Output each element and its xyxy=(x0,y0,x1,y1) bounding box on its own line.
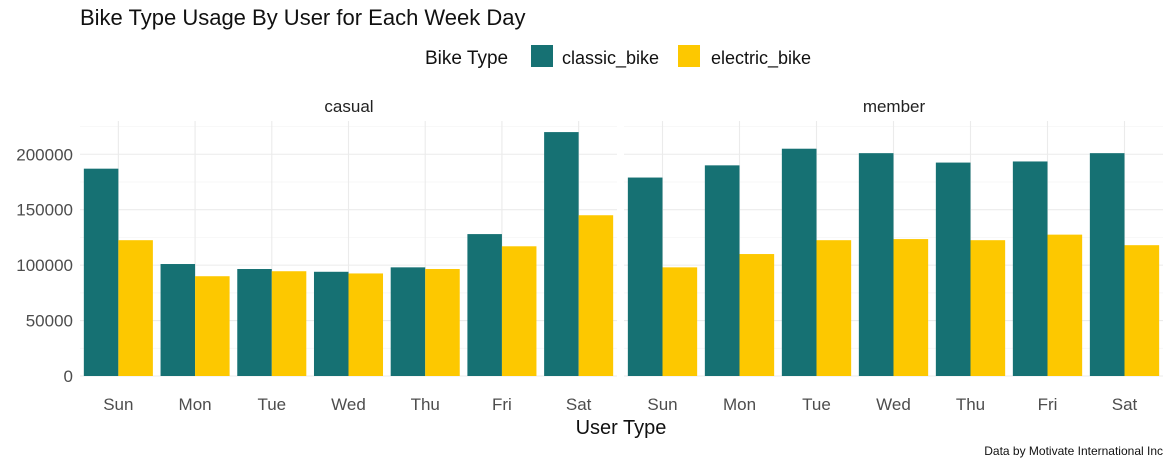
bars xyxy=(83,132,1160,376)
legend-label-electric-bike: electric_bike xyxy=(711,48,811,69)
x-tick-label-member-sun: Sun xyxy=(647,395,677,414)
legend-label-classic-bike: classic_bike xyxy=(562,48,659,69)
bar-casual-fri-electric-bike xyxy=(501,246,537,376)
x-tick-label-member-wed: Wed xyxy=(876,395,911,414)
x-tick-label-casual-tue: Tue xyxy=(257,395,286,414)
bar-casual-fri-classic-bike xyxy=(467,234,502,376)
x-tick-label-casual-mon: Mon xyxy=(179,395,212,414)
x-tick-label-member-thu: Thu xyxy=(956,395,985,414)
x-tick-label-member-sat: Sat xyxy=(1112,395,1138,414)
bar-member-tue-classic-bike xyxy=(781,148,817,376)
y-axis-ticks: 0 50000 100000 150000 200000 xyxy=(16,145,73,386)
bar-member-thu-electric-bike xyxy=(970,240,1006,376)
bar-member-wed-electric-bike xyxy=(893,239,929,376)
bar-casual-thu-classic-bike xyxy=(390,267,426,376)
legend-key-electric-bike xyxy=(678,45,700,67)
x-tick-label-casual-thu: Thu xyxy=(411,395,440,414)
x-tick-label-casual-sun: Sun xyxy=(103,395,133,414)
bar-casual-sun-classic-bike xyxy=(83,168,119,376)
x-axis-title: User Type xyxy=(576,417,667,439)
x-axis-ticks: Sun Mon Tue Wed Thu Fri Sat Sun Mon Tue Wed Thu Fri S… xyxy=(103,395,1137,414)
bar-member-sun-classic-bike xyxy=(627,177,663,376)
caption: Data by Motivate International Inc xyxy=(984,444,1163,458)
bar-casual-thu-electric-bike xyxy=(425,269,460,376)
bar-member-sat-electric-bike xyxy=(1124,245,1160,376)
bar-member-mon-classic-bike xyxy=(704,165,740,376)
bar-member-fri-classic-bike xyxy=(1012,161,1048,376)
y-tick-label: 100000 xyxy=(16,256,73,275)
bar-member-thu-classic-bike xyxy=(935,162,971,376)
chart-title: Bike Type Usage By User for Each Week Da… xyxy=(80,5,526,30)
bar-casual-sat-electric-bike xyxy=(578,215,614,376)
bar-casual-wed-classic-bike xyxy=(313,271,349,376)
bar-casual-tue-electric-bike xyxy=(271,271,307,376)
bar-casual-tue-classic-bike xyxy=(237,269,272,376)
bar-casual-sun-electric-bike xyxy=(118,240,153,376)
legend-key-classic-bike xyxy=(531,45,553,67)
x-tick-label-member-tue: Tue xyxy=(802,395,831,414)
facet-label-casual: casual xyxy=(324,97,373,116)
bar-member-fri-electric-bike xyxy=(1047,234,1083,376)
y-tick-label: 0 xyxy=(64,367,73,386)
bar-casual-wed-electric-bike xyxy=(348,273,384,376)
y-tick-label: 150000 xyxy=(16,201,73,220)
x-tick-label-casual-fri: Fri xyxy=(492,395,512,414)
bar-casual-sat-classic-bike xyxy=(544,132,579,376)
bar-member-sat-classic-bike xyxy=(1089,153,1125,376)
bar-member-wed-classic-bike xyxy=(858,153,894,376)
bar-casual-mon-electric-bike xyxy=(195,276,230,376)
x-tick-label-member-fri: Fri xyxy=(1038,395,1058,414)
facet-label-member: member xyxy=(863,97,926,116)
x-tick-label-casual-wed: Wed xyxy=(331,395,366,414)
legend-title: Bike Type xyxy=(425,48,508,69)
y-tick-label: 50000 xyxy=(26,312,73,331)
x-tick-label-member-mon: Mon xyxy=(723,395,756,414)
legend: Bike Type classic_bike electric_bike xyxy=(425,45,811,69)
bar-member-tue-electric-bike xyxy=(816,240,852,376)
y-tick-label: 200000 xyxy=(16,145,73,164)
bar-casual-mon-classic-bike xyxy=(160,264,196,376)
x-tick-label-casual-sat: Sat xyxy=(566,395,592,414)
bar-member-sun-electric-bike xyxy=(662,267,698,376)
bar-member-mon-electric-bike xyxy=(739,254,775,376)
